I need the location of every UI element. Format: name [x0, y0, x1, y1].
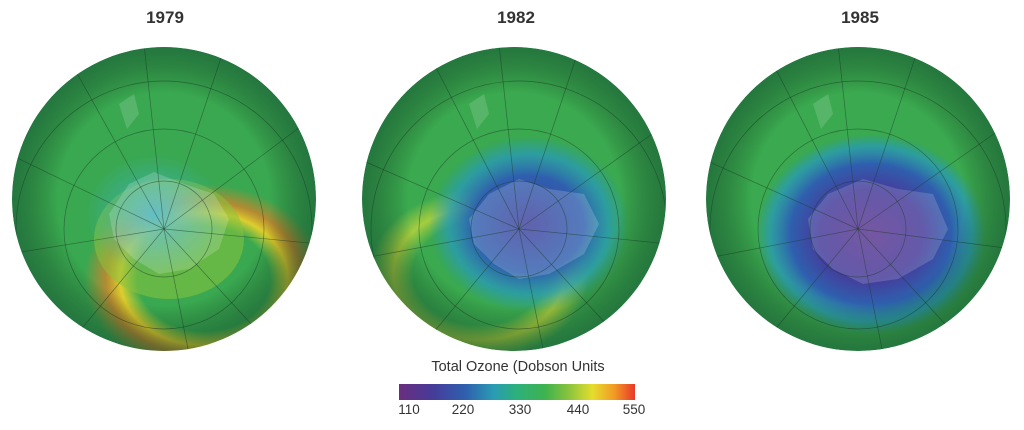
- legend-tick: 550: [622, 402, 646, 417]
- panel-title-1985: 1985: [841, 8, 879, 27]
- legend-tick: 330: [508, 402, 532, 417]
- legend-title: Total Ozone (Dobson Units: [431, 359, 605, 375]
- ozone-map-1979: [12, 47, 316, 351]
- legend-tick: 440: [566, 402, 590, 417]
- color-scale-bar: [399, 384, 635, 400]
- panel-title-1979: 1979: [146, 8, 184, 27]
- legend-tick: 220: [451, 402, 475, 417]
- panel-title-1982: 1982: [497, 8, 535, 27]
- ozone-map-1985: [706, 47, 1010, 351]
- legend-tick: 110: [398, 402, 420, 417]
- ozone-map-1982: [362, 47, 666, 351]
